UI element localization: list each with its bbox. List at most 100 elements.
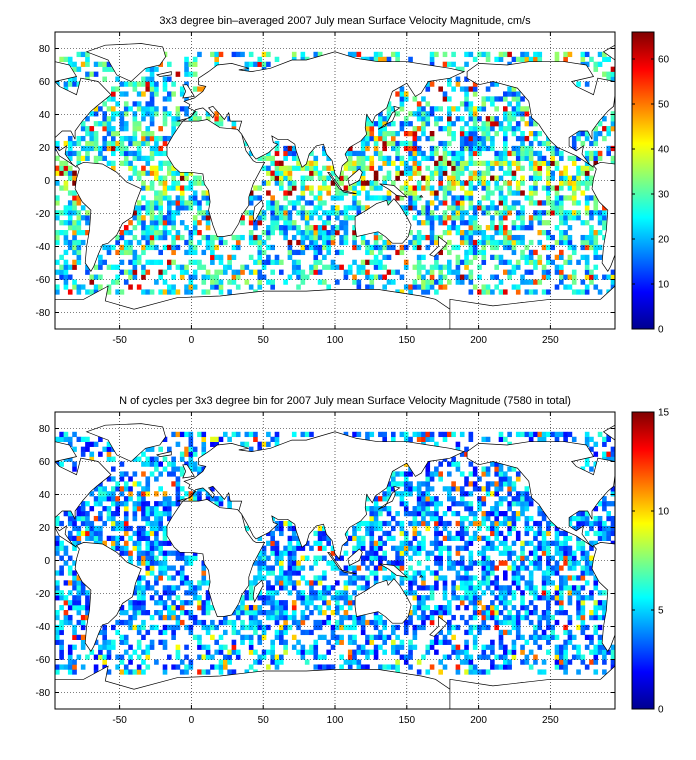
heatmap-cell — [455, 165, 461, 171]
heatmap-cell — [403, 140, 409, 147]
heatmap-cell — [507, 259, 512, 265]
heatmap-cell — [347, 600, 353, 606]
heatmap-cell — [158, 520, 163, 527]
heatmap-cell — [111, 644, 116, 650]
heatmap-cell — [459, 86, 465, 92]
heatmap-cell — [102, 61, 107, 67]
heatmap-cell — [347, 264, 353, 270]
heatmap-cell — [80, 135, 86, 142]
heatmap-cell — [442, 436, 448, 442]
heatmap-cell — [451, 61, 456, 67]
heatmap-cell — [589, 649, 594, 655]
heatmap-cell — [339, 170, 344, 176]
heatmap-cell — [416, 550, 422, 556]
heatmap-cell — [485, 185, 491, 191]
heatmap-cell — [291, 165, 297, 171]
heatmap-cell — [149, 220, 155, 226]
heatmap-cell — [132, 210, 138, 216]
heatmap-cell — [102, 111, 107, 117]
heatmap-cell — [442, 145, 448, 152]
heatmap-cell — [503, 289, 508, 295]
heatmap-cell — [132, 140, 138, 147]
heatmap-cell — [485, 121, 491, 127]
heatmap-cell — [179, 175, 185, 181]
heatmap-cell — [490, 649, 495, 655]
heatmap-cell — [115, 234, 120, 241]
heatmap-cell — [378, 565, 383, 571]
heatmap-cell — [330, 664, 336, 670]
heatmap-cell — [533, 550, 538, 556]
heatmap-cell — [386, 520, 392, 527]
heatmap-cell — [455, 535, 461, 541]
heatmap-cell — [115, 619, 120, 626]
heatmap-cell — [464, 190, 469, 196]
heatmap-cell — [201, 624, 207, 631]
heatmap-cell — [399, 126, 405, 132]
heatmap-cell — [408, 511, 413, 517]
heatmap-cell — [597, 150, 603, 157]
heatmap-cell — [438, 669, 443, 675]
heatmap-cell — [559, 195, 564, 201]
heatmap-cell — [93, 669, 99, 675]
heatmap-cell — [563, 639, 568, 645]
heatmap-cell — [171, 249, 176, 256]
heatmap-cell — [378, 185, 383, 191]
heatmap-cell — [546, 634, 551, 640]
heatmap-cell — [274, 580, 280, 586]
heatmap-cell — [563, 284, 568, 290]
heatmap-cell — [167, 111, 172, 117]
heatmap-cell — [403, 476, 409, 482]
heatmap-cell — [132, 530, 138, 537]
heatmap-cell — [162, 491, 168, 497]
heatmap-cell — [287, 565, 293, 571]
heatmap-cell — [335, 190, 340, 196]
heatmap-cell — [425, 669, 431, 675]
heatmap-cell — [98, 264, 103, 270]
heatmap-cell — [399, 96, 405, 102]
heatmap-cell — [524, 520, 530, 527]
heatmap-cell — [72, 210, 77, 216]
heatmap-cell — [102, 101, 107, 107]
heatmap-cell — [472, 664, 478, 670]
heatmap-cell — [451, 121, 456, 127]
heatmap-cell — [494, 106, 499, 112]
heatmap-cell — [468, 471, 474, 477]
heatmap-cell — [425, 496, 431, 502]
heatmap-cell — [188, 230, 194, 236]
heatmap-cell — [447, 486, 452, 492]
heatmap-cell — [593, 160, 599, 166]
heatmap-cell — [494, 664, 499, 670]
heatmap-cell — [391, 121, 396, 127]
heatmap-cell — [412, 486, 418, 492]
heatmap-cell — [459, 555, 465, 561]
heatmap-cell — [141, 506, 146, 512]
heatmap-cell — [408, 471, 413, 477]
heatmap-cell — [382, 195, 387, 201]
heatmap-cell — [395, 471, 400, 477]
heatmap-cell — [128, 140, 133, 147]
heatmap-cell — [257, 634, 263, 640]
heatmap-cell — [162, 525, 168, 532]
heatmap-cell — [382, 264, 387, 270]
heatmap-cell — [468, 436, 474, 442]
heatmap-cell — [102, 624, 107, 631]
heatmap-cell — [330, 205, 336, 211]
heatmap-cell — [559, 175, 564, 181]
heatmap-cell — [524, 106, 530, 112]
heatmap-cell — [167, 610, 172, 616]
heatmap-cell — [93, 664, 99, 670]
heatmap-cell — [352, 639, 357, 645]
heatmap-cell — [576, 540, 581, 546]
heatmap-cell — [503, 180, 508, 186]
heatmap-cell — [210, 244, 215, 251]
heatmap-cell — [524, 496, 530, 502]
heatmap-cell — [115, 289, 120, 295]
heatmap-cell — [270, 195, 275, 201]
heatmap-cell — [154, 140, 159, 147]
heatmap-cell — [584, 205, 590, 211]
heatmap-cell — [408, 140, 413, 147]
heatmap-cell — [610, 111, 616, 117]
heatmap-cell — [201, 565, 207, 571]
heatmap-cell — [602, 220, 607, 226]
heatmap-cell — [283, 225, 288, 231]
